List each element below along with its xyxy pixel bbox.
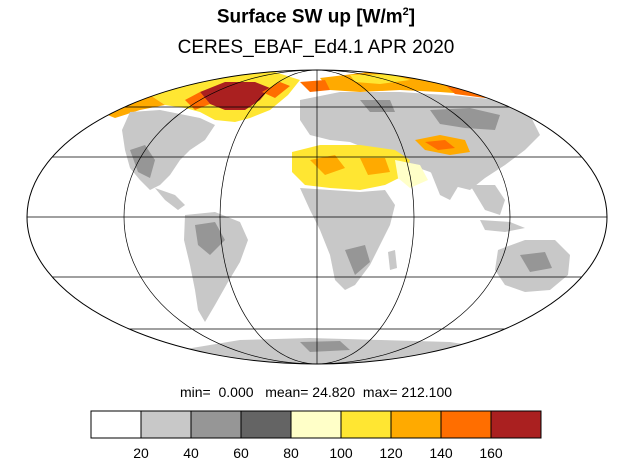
meridian-120	[123, 70, 511, 364]
colorbar-tick-label: 160	[479, 445, 503, 461]
se-asia	[470, 185, 505, 215]
colorbar-tick-label: 100	[329, 445, 353, 461]
colorbar-tick-label: 60	[233, 445, 249, 461]
mean-value: 24.820	[312, 384, 356, 400]
colorbar-box	[90, 410, 142, 439]
colorbar-boxes	[90, 410, 542, 439]
meridian-60	[219, 70, 415, 364]
colorbar-tick-label: 40	[183, 445, 199, 461]
colorbar-box	[290, 410, 342, 439]
north-america-dark	[130, 145, 155, 178]
australia-dark	[520, 252, 552, 272]
max-label: max=	[362, 384, 398, 400]
colorbar-tick-label: 140	[429, 445, 453, 461]
min-label: min=	[179, 384, 211, 400]
colorbar-box	[440, 410, 492, 439]
map-subtitle: CERES_EBAF_Ed4.1 APR 2020	[177, 37, 455, 58]
map-border	[26, 69, 608, 365]
colorbar-box	[140, 410, 192, 439]
colorbar-box	[340, 410, 392, 439]
colorbar-box	[390, 410, 442, 439]
africa	[300, 188, 395, 290]
colorbar-box	[190, 410, 242, 439]
field-stats: min= 0.000 mean= 24.820 max= 212.100	[0, 384, 632, 400]
south-america-dark	[195, 222, 225, 255]
min-value: 0.000	[218, 384, 254, 400]
africa-dark	[345, 245, 370, 275]
colorbar-box	[240, 410, 292, 439]
map-title: Surface SW up [W/m2]	[216, 6, 416, 28]
mean-label: mean=	[265, 384, 309, 400]
greenland-core	[200, 82, 270, 110]
madagascar	[388, 250, 397, 270]
colorbar-tick-label: 80	[283, 445, 299, 461]
arctic-band-east3	[350, 74, 410, 84]
max-value: 212.100	[401, 384, 453, 400]
india	[430, 168, 462, 200]
central-america	[155, 188, 185, 210]
tibet-high2	[425, 140, 455, 150]
colorbar-tick-label: 20	[133, 445, 149, 461]
antarctica-dark	[300, 341, 350, 352]
colorbar-box	[490, 410, 542, 439]
colorbar-tick-label: 120	[379, 445, 403, 461]
sahara	[292, 145, 410, 190]
sahara-dark	[310, 155, 390, 175]
indonesia	[480, 220, 525, 232]
arabia	[395, 160, 428, 188]
colorbar-labels: 20 40 60 80 100 120 140 160	[133, 445, 503, 461]
